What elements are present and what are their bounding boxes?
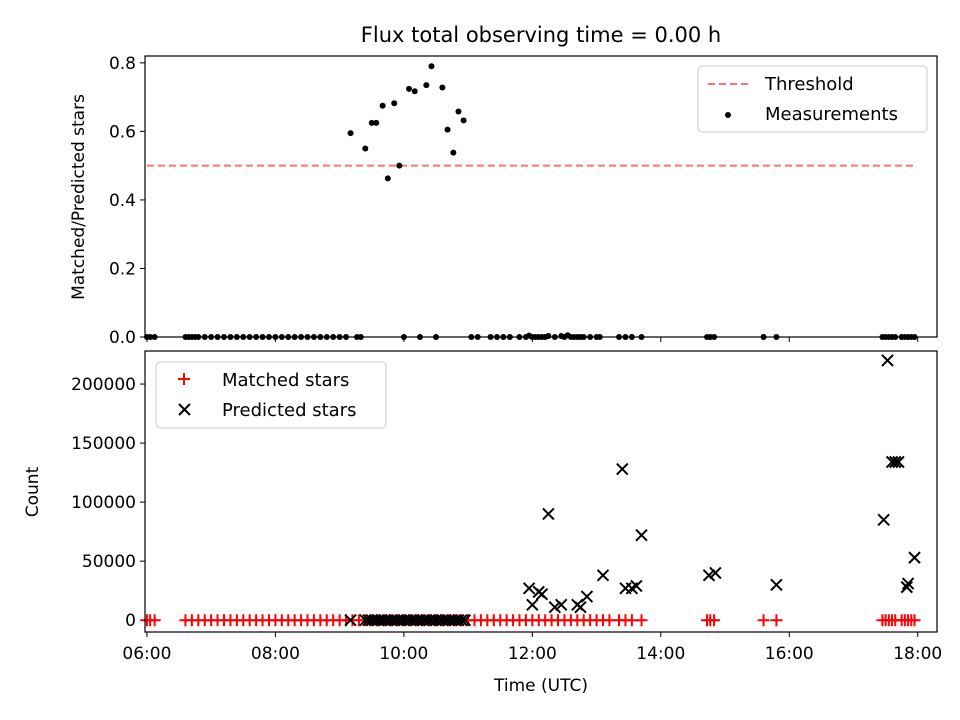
bottom-y-axis-label: Count	[23, 466, 43, 517]
legend-matched-swatch	[178, 373, 190, 385]
bottom-plot-area: 0 50000 100000 150000 200000 06:00 08:00 10:00 1…	[71, 354, 942, 664]
measurement-point	[444, 126, 451, 133]
top-legend-box	[697, 65, 928, 133]
predicted-star-marker	[455, 613, 468, 627]
bottom-plot-frame	[144, 350, 938, 633]
top-y-axis-label: Matched/Predicted stars	[69, 94, 89, 300]
predicted-star-marker	[635, 528, 648, 542]
measurement-point	[396, 162, 403, 169]
x-tick-label: 10:00	[379, 644, 428, 664]
predicted-star-marker	[526, 598, 539, 612]
bottom-y-tick-label: 50000	[82, 552, 136, 572]
predicted-star-marker	[908, 551, 921, 564]
legend-matched-label: Matched stars	[222, 370, 349, 391]
legend-measurements-label: Measurements	[765, 104, 898, 125]
predicted-star-marker	[892, 455, 905, 469]
x-tick-label: 12:00	[508, 644, 557, 664]
chart-title: Flux total observing time = 0.00 h	[361, 23, 721, 47]
top-y-tick-label: 0.6	[109, 122, 136, 142]
predicted-star-marker	[522, 582, 536, 595]
measurement-point	[406, 85, 412, 92]
predicted-star-marker	[458, 613, 472, 627]
measurement-point	[347, 130, 354, 137]
legend-measurements-swatch	[725, 112, 731, 118]
predicted-star-marker	[548, 600, 562, 614]
measurement-point	[391, 100, 398, 107]
measurement-point	[450, 149, 457, 156]
matched-star-marker	[148, 614, 161, 627]
matched-star-marker	[770, 614, 783, 627]
predicted-star-marker	[877, 513, 890, 527]
legend-predicted-label: Predicted stars	[222, 400, 356, 421]
measurement-point	[373, 119, 380, 126]
measurement-point	[455, 108, 462, 115]
measurement-point	[411, 88, 418, 95]
top-y-tick-label: 0.2	[109, 259, 136, 279]
measurement-point	[384, 175, 391, 182]
legend-predicted-swatch	[178, 403, 191, 416]
predicted-star-marker	[901, 577, 915, 590]
bottom-panel: Count 0 50000 100000 150000 200000 06:00 08:00…	[23, 350, 942, 696]
predicted-star-marker	[900, 580, 914, 594]
bottom-y-tick-label: 150000	[71, 434, 136, 454]
top-plot-frame	[144, 55, 938, 338]
legend-threshold-label: Threshold	[764, 74, 854, 95]
bottom-y-tick-label: 200000	[71, 375, 136, 395]
top-legend: Threshold Measurements	[697, 65, 928, 133]
bottom-y-tick-label: 100000	[71, 493, 136, 513]
matched-star-marker	[635, 614, 648, 627]
top-y-tick-label: 0.8	[109, 54, 136, 74]
predicted-star-marker	[702, 569, 716, 582]
predicted-star-marker	[889, 455, 902, 469]
predicted-star-marker	[542, 507, 555, 521]
x-tick-label: 14:00	[636, 644, 685, 664]
measurement-point	[379, 102, 386, 109]
predicted-star-marker	[630, 579, 643, 593]
measurement-point	[423, 82, 430, 89]
top-y-tick-label: 0.4	[109, 191, 136, 211]
predicted-star-marker	[709, 566, 722, 580]
predicted-star-marker	[574, 600, 587, 614]
bottom-y-tick-label: 0	[125, 611, 136, 631]
measurement-point	[428, 63, 435, 70]
predicted-star-marker	[770, 578, 783, 591]
measurement-point	[460, 117, 467, 124]
measurement-point	[545, 332, 552, 339]
measurement-point	[362, 145, 369, 152]
matched-star-marker	[908, 614, 921, 627]
predicted-star-marker	[596, 569, 610, 582]
top-panel: Matched/Predicted stars 0.00.20.40.60.8 …	[69, 54, 938, 348]
predicted-star-marker	[344, 613, 357, 627]
top-y-tick-label: 0.0	[109, 328, 136, 348]
predicted-star-marker	[555, 598, 568, 612]
measurement-point	[439, 84, 446, 91]
predicted-star-marker	[616, 462, 629, 476]
bottom-legend-box	[155, 361, 387, 429]
predicted-star-marker	[881, 354, 894, 367]
measurement-point	[368, 119, 375, 126]
x-tick-label: 08:00	[251, 644, 300, 664]
predicted-star-marker	[535, 588, 549, 601]
x-axis-label: Time (UTC)	[493, 676, 588, 696]
bottom-legend: Matched stars Predicted stars	[155, 361, 387, 429]
matched-star-marker	[757, 614, 770, 627]
matched-star-marker	[708, 614, 721, 627]
predicted-star-marker	[580, 590, 594, 603]
x-tick-label: 16:00	[765, 644, 814, 664]
x-tick-label: 18:00	[893, 644, 942, 664]
x-tick-label: 06:00	[122, 644, 171, 664]
